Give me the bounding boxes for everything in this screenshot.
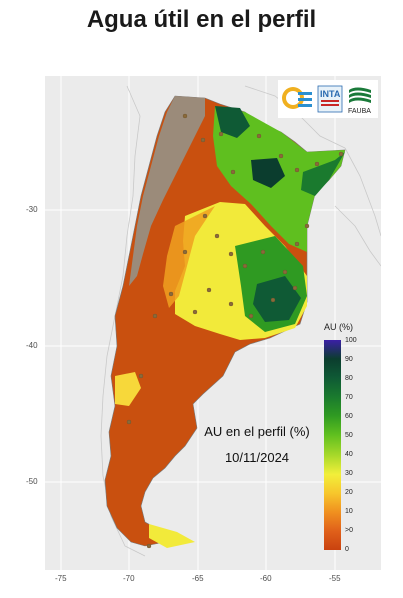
legend-label: 10 xyxy=(345,508,353,515)
legend-label: 70 xyxy=(345,394,353,401)
legend: AU (%) 100 90 80 70 60 50 40 30 20 10 xyxy=(324,322,372,558)
map-date: 10/11/2024 xyxy=(224,450,290,465)
logo-graphics xyxy=(282,85,372,113)
yellow-patch-patagonia xyxy=(115,372,141,406)
institution-logos: INTA FAUBA xyxy=(278,80,378,118)
dark-green-patch-north xyxy=(215,106,250,138)
legend-label: 0 xyxy=(345,546,349,553)
x-tick-label: -60 xyxy=(260,574,272,583)
legend-label: 60 xyxy=(345,413,353,420)
orange-region xyxy=(163,206,215,308)
x-tick-label: -55 xyxy=(329,574,341,583)
y-tick-label: -40 xyxy=(26,341,38,350)
legend-label: 90 xyxy=(345,356,353,363)
map-title: Agua útil en el perfil xyxy=(86,6,317,33)
legend-colorbar xyxy=(324,340,341,550)
y-tick-label: -30 xyxy=(26,205,38,214)
dark-green-patch-littoral xyxy=(301,152,345,196)
dark-green-patch-chaco xyxy=(251,158,285,188)
legend-label: 20 xyxy=(345,489,353,496)
weather-stations xyxy=(126,113,344,549)
x-tick-label: -65 xyxy=(192,574,204,583)
inta-logo-text: INTA xyxy=(320,89,341,99)
dark-green-patch-buenos-aires xyxy=(253,276,301,322)
fauba-logo-text: FAUBA xyxy=(348,108,371,115)
legend-label: 50 xyxy=(345,432,353,439)
legend-label: 40 xyxy=(345,451,353,458)
y-tick-label: -50 xyxy=(26,477,38,486)
legend-label: 80 xyxy=(345,375,353,382)
legend-label: 100 xyxy=(345,337,357,344)
yellow-patch-tierra-del-fuego xyxy=(149,524,195,548)
legend-label: 30 xyxy=(345,470,353,477)
legend-label: >0 xyxy=(345,527,353,534)
legend-title: AU (%) xyxy=(324,322,353,332)
x-tick-label: -70 xyxy=(123,574,135,583)
andes-no-data-region xyxy=(129,96,205,286)
soil-moisture-map xyxy=(45,76,381,570)
x-tick-label: -75 xyxy=(55,574,67,583)
map-overlay-title: AU en el perfil (%) xyxy=(204,424,310,439)
